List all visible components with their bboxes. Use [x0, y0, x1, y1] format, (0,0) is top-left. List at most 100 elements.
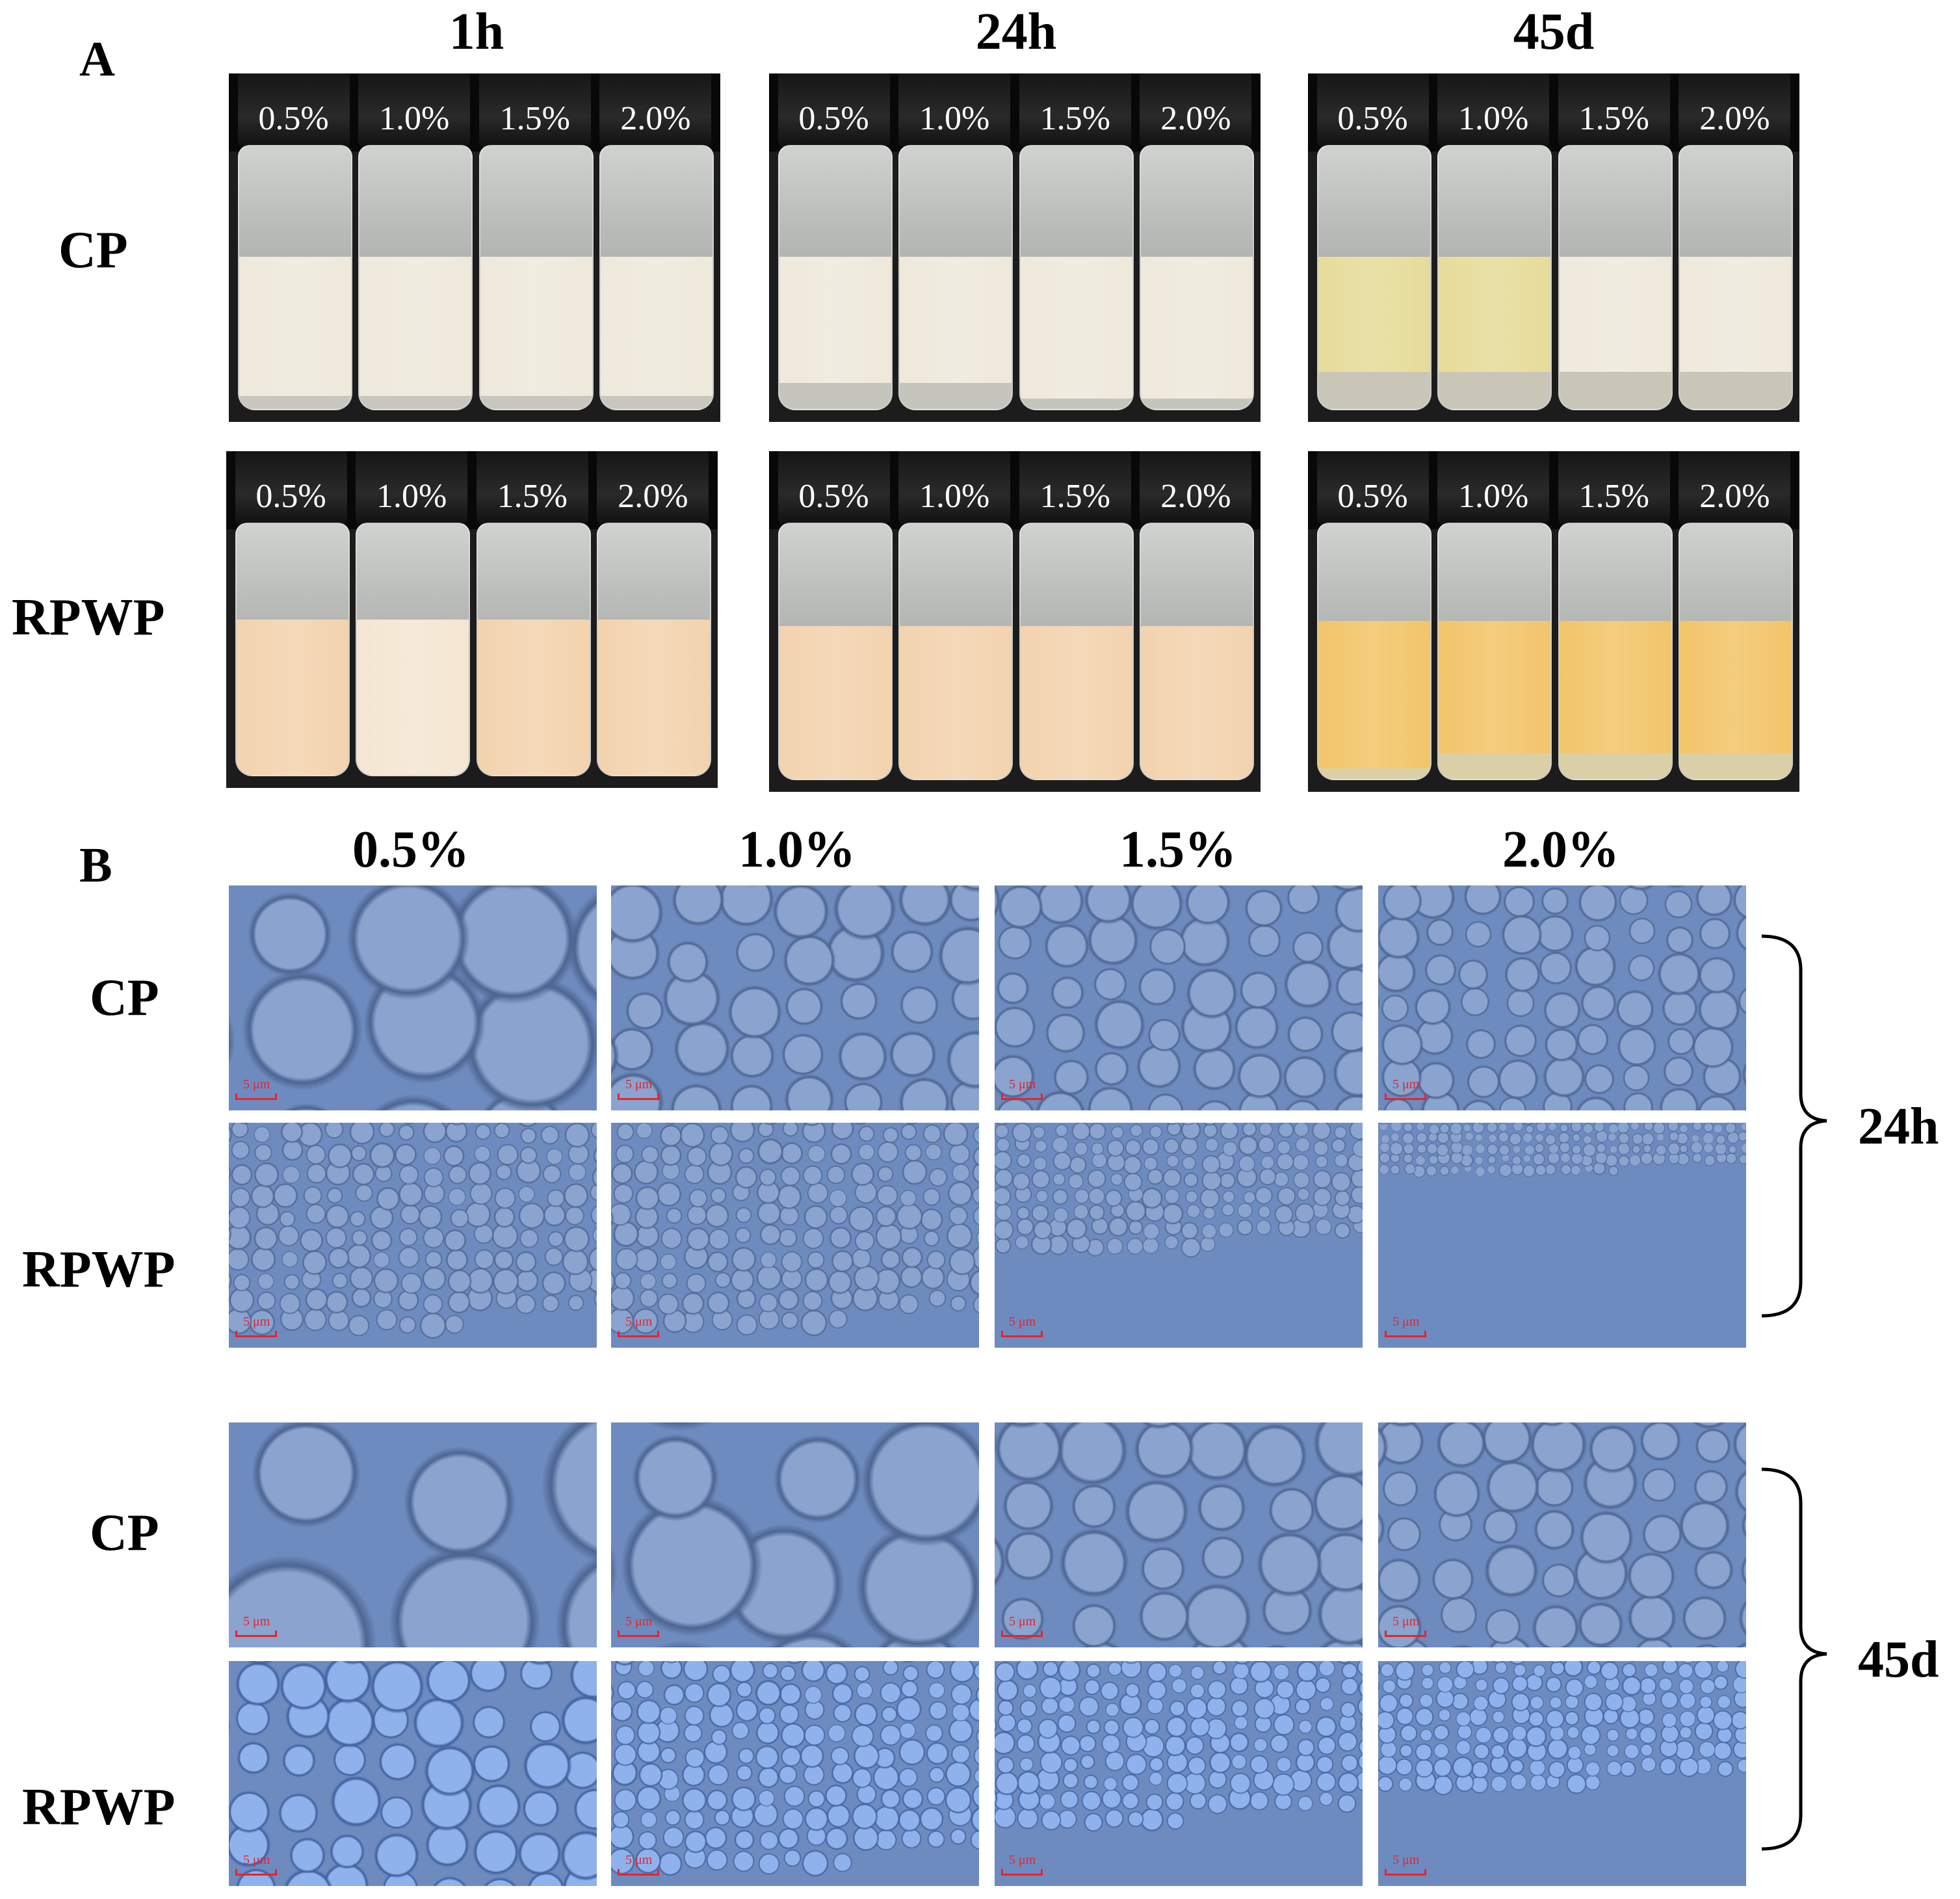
- scale-bar: 5 μm: [235, 1853, 277, 1881]
- vial-concentration-label: 1.5%: [497, 478, 568, 515]
- serum-layer: [900, 382, 1012, 409]
- scale-bar-label: 5 μm: [1009, 1614, 1036, 1629]
- emulsion-layer: [236, 619, 348, 775]
- emulsion-layer: [359, 256, 472, 409]
- vial-cap: [1437, 451, 1550, 525]
- vial: [1558, 523, 1673, 780]
- scale-bar: 5 μm: [235, 1315, 277, 1342]
- micrograph-cp-24h-col-4: 5 μm: [1378, 885, 1746, 1110]
- serum-layer: [1318, 768, 1430, 779]
- scale-bar-line: [618, 1331, 659, 1337]
- scale-bar-label: 5 μm: [1392, 1614, 1420, 1629]
- micrograph-rpwp-24h-col-3: 5 μm: [995, 1123, 1363, 1348]
- vial-cap: [1140, 451, 1252, 525]
- scale-bar-line: [618, 1094, 659, 1100]
- serum-layer: [1141, 398, 1253, 409]
- emulsion-layer: [779, 625, 891, 779]
- scale-bar: 5 μm: [1385, 1853, 1426, 1881]
- scale-bar-label: 5 μm: [625, 1853, 653, 1867]
- vial-cap: [1437, 73, 1550, 148]
- vial: [478, 145, 594, 410]
- vial-photo-cp-45d: 0.5% 1.0% 1.5% 2.0%: [1308, 73, 1799, 422]
- time-header-45d: 45d: [1513, 3, 1595, 60]
- vial-concentration-label: 2.0%: [618, 478, 688, 515]
- scale-bar-line: [235, 1631, 277, 1637]
- scale-bar: 5 μm: [618, 1077, 659, 1105]
- micrograph-cp-45d-col-3: 5 μm: [995, 1422, 1363, 1647]
- emulsion-layer: [357, 619, 469, 775]
- vial-cap: [898, 451, 1011, 525]
- scale-bar-label: 5 μm: [625, 1315, 653, 1329]
- vial-photo-cp-24h: 0.5% 1.0% 1.5% 2.0%: [769, 73, 1261, 422]
- vial-cap: [1679, 73, 1791, 148]
- panel-b-letter: B: [79, 838, 112, 893]
- conc-header-0-5: 0.5%: [352, 821, 469, 878]
- vial: [237, 145, 352, 410]
- micro-row-header-rpwp-45d: RPWP: [22, 1779, 176, 1836]
- scale-bar-label: 5 μm: [243, 1077, 270, 1092]
- micrograph-cp-24h-col-3: 5 μm: [995, 885, 1363, 1110]
- vial-cap: [1679, 451, 1791, 525]
- serum-layer: [480, 395, 592, 409]
- vial: [599, 145, 714, 410]
- scale-bar: 5 μm: [1385, 1614, 1426, 1642]
- vial-concentration-label: 0.5%: [798, 478, 869, 515]
- emulsion-layer: [1318, 620, 1430, 779]
- serum-layer: [1318, 372, 1430, 409]
- micrograph-cp-24h-col-2: 5 μm: [611, 885, 979, 1110]
- scale-bar-line: [618, 1631, 659, 1637]
- vial-cap: [358, 73, 471, 148]
- vial-concentration-label: 1.0%: [1458, 478, 1529, 515]
- scale-bar-label: 5 μm: [625, 1614, 653, 1629]
- scale-bar: 5 μm: [235, 1077, 277, 1105]
- serum-layer: [601, 395, 713, 409]
- serum-layer: [239, 395, 351, 409]
- vial-concentration-label: 1.5%: [1578, 100, 1649, 137]
- vial-concentration-label: 0.5%: [1337, 478, 1408, 515]
- vial-concentration-label: 0.5%: [258, 100, 329, 137]
- vial-cap: [1558, 451, 1670, 525]
- emulsion-layer: [477, 619, 590, 775]
- vial-concentration-label: 0.5%: [798, 100, 869, 137]
- scale-bar: 5 μm: [618, 1853, 659, 1881]
- vial: [597, 523, 712, 776]
- vial-cap: [1019, 451, 1131, 525]
- vial-cap: [1019, 73, 1131, 148]
- time-header-1h: 1h: [449, 3, 504, 60]
- emulsion-layer: [900, 625, 1012, 779]
- vial-photo-rpwp-45d: 0.5% 1.0% 1.5% 2.0%: [1308, 451, 1799, 792]
- scale-bar-line: [1001, 1869, 1043, 1876]
- vial: [1316, 523, 1431, 780]
- scale-bar-label: 5 μm: [243, 1315, 270, 1329]
- vial-cap: [597, 451, 709, 525]
- micrograph-cp-45d-col-2: 5 μm: [611, 1422, 979, 1647]
- scale-bar-line: [235, 1331, 277, 1337]
- scale-bar-line: [1385, 1869, 1426, 1876]
- group-label-45d: 45d: [1858, 1631, 1939, 1688]
- vial-photo-rpwp-1h: 0.5% 1.0% 1.5% 2.0%: [226, 451, 718, 788]
- scale-bar-line: [235, 1869, 277, 1876]
- time-header-24h: 24h: [975, 3, 1057, 60]
- vial-cap: [356, 451, 468, 525]
- micro-row-header-cp-24h: CP: [90, 969, 159, 1027]
- scale-bar: 5 μm: [618, 1614, 659, 1642]
- vial-concentration-label: 2.0%: [1699, 478, 1770, 515]
- conc-header-1-5: 1.5%: [1119, 821, 1236, 878]
- vial: [898, 145, 1013, 410]
- vial-cap: [1140, 73, 1252, 148]
- micrograph-rpwp-45d-col-1: 5 μm: [229, 1661, 597, 1886]
- bracket-45d: [1761, 1467, 1827, 1851]
- serum-layer: [1680, 753, 1792, 779]
- scale-bar: 5 μm: [1001, 1614, 1043, 1642]
- serum-layer: [1020, 398, 1132, 409]
- scale-bar-line: [235, 1094, 277, 1100]
- scale-bar-label: 5 μm: [1009, 1077, 1036, 1092]
- conc-header-2-0: 2.0%: [1502, 821, 1619, 878]
- row-header-cp: CP: [59, 222, 128, 279]
- vial-cap: [237, 73, 350, 148]
- vial-photo-cp-1h: 0.5% 1.0% 1.5% 2.0%: [229, 73, 720, 422]
- vial: [777, 523, 893, 780]
- micrograph-rpwp-24h-col-1: 5 μm: [229, 1123, 597, 1348]
- emulsion-layer: [1020, 256, 1132, 409]
